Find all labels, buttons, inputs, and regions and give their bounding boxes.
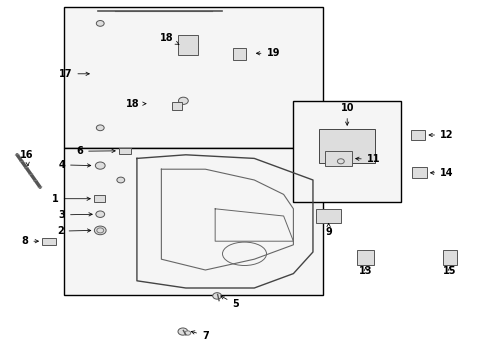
Bar (356, 250, 374, 265)
Text: 15: 15 (442, 266, 456, 276)
Bar (118, 148, 131, 154)
FancyBboxPatch shape (63, 7, 322, 148)
Circle shape (96, 211, 104, 217)
Circle shape (96, 21, 104, 26)
Bar (171, 102, 182, 110)
Text: 12: 12 (428, 130, 453, 140)
Circle shape (212, 293, 221, 299)
Bar (316, 209, 340, 223)
Text: 3: 3 (58, 210, 92, 220)
Bar (442, 250, 456, 265)
FancyBboxPatch shape (63, 148, 322, 295)
Text: 5: 5 (220, 296, 239, 309)
Circle shape (184, 331, 190, 335)
Text: 1: 1 (52, 194, 90, 204)
Bar (325, 151, 351, 166)
Text: 7: 7 (191, 330, 208, 341)
Bar (411, 167, 426, 178)
Text: 14: 14 (429, 168, 453, 178)
Bar (410, 130, 425, 140)
Text: 2: 2 (57, 226, 91, 236)
Text: 4: 4 (58, 160, 91, 170)
Text: 18: 18 (160, 33, 179, 45)
Bar (41, 238, 56, 245)
Text: 10: 10 (340, 103, 353, 125)
Text: 11: 11 (355, 154, 380, 165)
Text: 17: 17 (59, 69, 89, 79)
Text: 6: 6 (76, 146, 115, 156)
Bar (178, 35, 198, 55)
Text: 13: 13 (358, 266, 372, 276)
Text: 8: 8 (21, 236, 39, 246)
Circle shape (117, 177, 124, 183)
Text: 16: 16 (20, 150, 34, 166)
Circle shape (94, 226, 106, 235)
Bar (232, 48, 246, 60)
Circle shape (337, 159, 344, 164)
Text: 18: 18 (125, 99, 146, 109)
Circle shape (96, 125, 104, 131)
Circle shape (178, 328, 187, 335)
Circle shape (178, 97, 188, 104)
Bar (94, 195, 104, 202)
Bar (318, 129, 375, 163)
Circle shape (95, 162, 105, 169)
FancyBboxPatch shape (293, 101, 400, 202)
Text: 9: 9 (325, 223, 331, 237)
Text: 19: 19 (256, 48, 280, 58)
Circle shape (97, 228, 103, 233)
